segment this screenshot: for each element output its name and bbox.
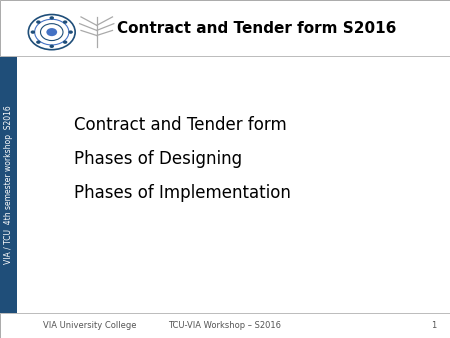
Text: Phases of Implementation: Phases of Implementation [74, 184, 291, 202]
Text: Contract and Tender form S2016: Contract and Tender form S2016 [117, 21, 396, 36]
Circle shape [50, 45, 54, 48]
Text: VIA / TCU  4th semester workshop  S2016: VIA / TCU 4th semester workshop S2016 [4, 105, 13, 264]
Circle shape [31, 30, 35, 34]
Text: Phases of Designing: Phases of Designing [74, 150, 243, 168]
Circle shape [36, 20, 40, 24]
Text: 1: 1 [431, 321, 436, 330]
Bar [0, 56, 17, 313]
Text: Contract and Tender form: Contract and Tender form [74, 116, 287, 134]
Text: VIA University College: VIA University College [43, 321, 136, 330]
Circle shape [36, 41, 40, 44]
Circle shape [46, 28, 57, 36]
Circle shape [50, 16, 54, 20]
Circle shape [63, 20, 68, 24]
Text: TCU-VIA Workshop – S2016: TCU-VIA Workshop – S2016 [168, 321, 282, 330]
Circle shape [68, 30, 73, 34]
Circle shape [63, 41, 68, 44]
